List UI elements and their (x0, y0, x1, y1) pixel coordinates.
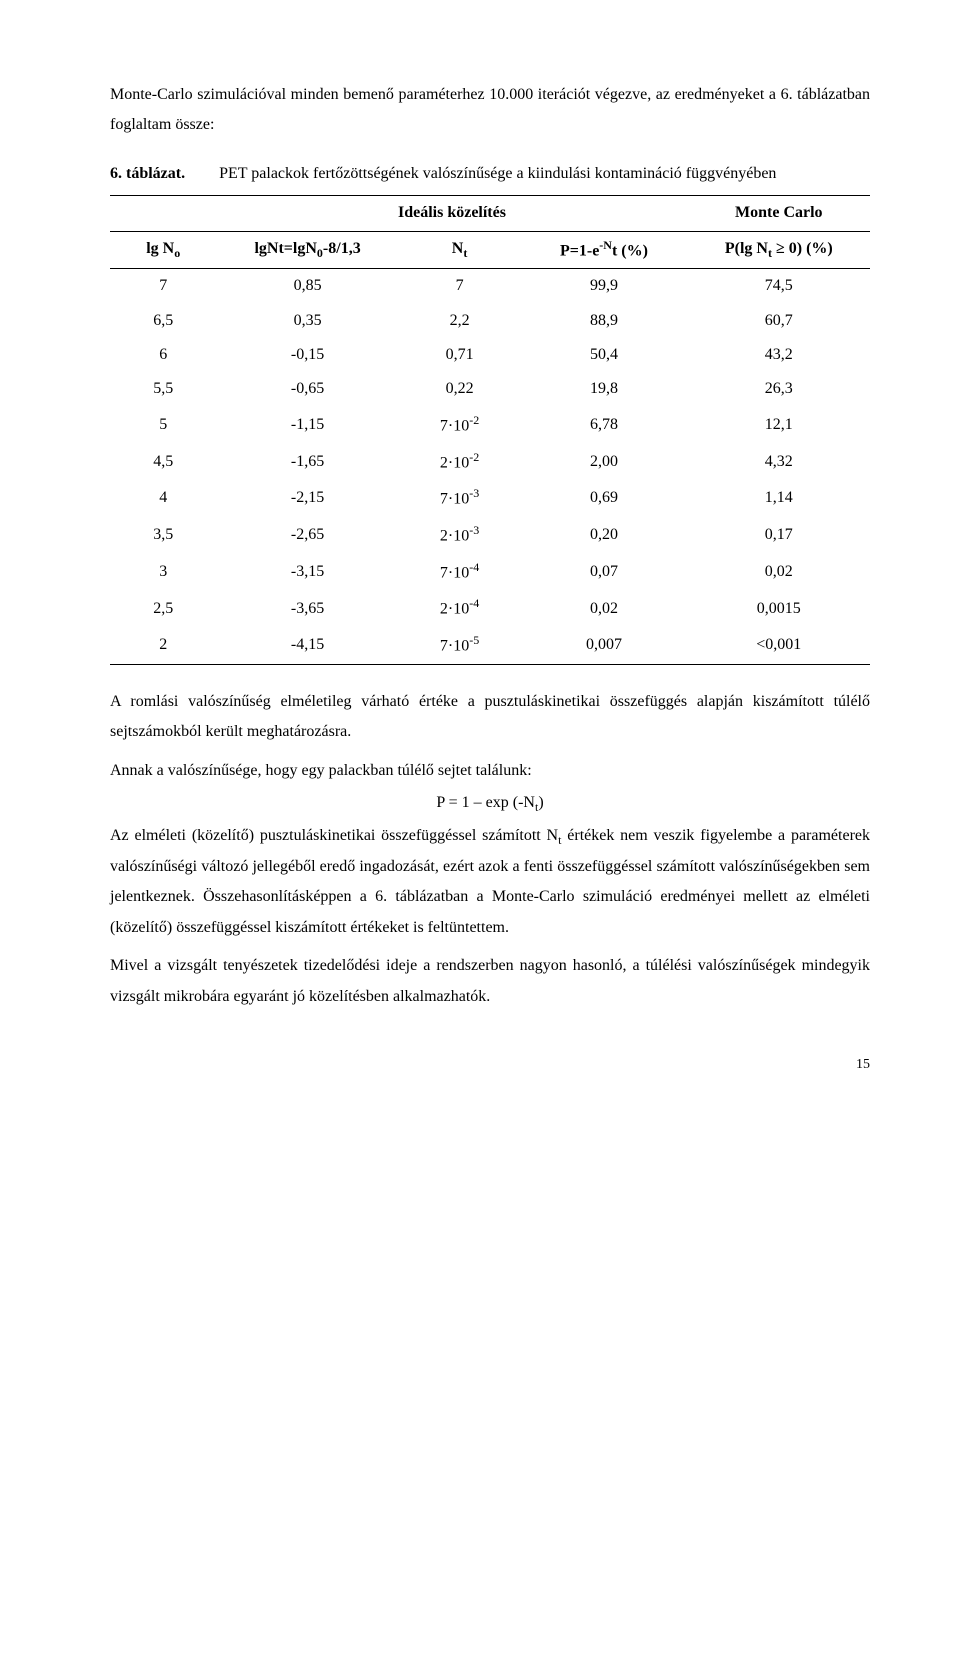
table-cell: 2 (110, 627, 216, 664)
table-cell: 99,9 (520, 269, 687, 304)
table-cell: -3,65 (216, 590, 398, 627)
table-row: 3-3,157·10-40,070,02 (110, 554, 870, 591)
table-row: 6,50,352,288,960,7 (110, 304, 870, 338)
table-cell: 0,02 (520, 590, 687, 627)
table-cell: 7·10-5 (399, 627, 521, 664)
table-row: 5-1,157·10-26,7812,1 (110, 407, 870, 444)
table-row: 4-2,157·10-30,691,14 (110, 480, 870, 517)
table-cell: 2,2 (399, 304, 521, 338)
table-cell: 6,5 (110, 304, 216, 338)
table-cell: 5,5 (110, 372, 216, 406)
header-mc: Monte Carlo (688, 196, 870, 231)
table-cell: 43,2 (688, 338, 870, 372)
table-cell: 7·10-3 (399, 480, 521, 517)
intro-paragraph: Monte-Carlo szimulációval minden bemenő … (110, 80, 870, 141)
table-cell: -0,65 (216, 372, 398, 406)
table-cell: -4,15 (216, 627, 398, 664)
table-cell: 4,32 (688, 444, 870, 481)
table-cell: -2,15 (216, 480, 398, 517)
table-cell: 2,5 (110, 590, 216, 627)
page-number: 15 (110, 1052, 870, 1079)
header-lgNt: lgNt=lgN0-8/1,3 (216, 231, 398, 269)
table-cell: -0,15 (216, 338, 398, 372)
table-cell: -1,65 (216, 444, 398, 481)
header-blank (110, 196, 216, 231)
table-cell: 7·10-2 (399, 407, 521, 444)
paragraph-3: Annak a valószínűsége, hogy egy palackba… (110, 756, 870, 786)
header-ideal: Ideális közelítés (216, 196, 687, 231)
table-cell: 0,0015 (688, 590, 870, 627)
paragraph-5: Mivel a vizsgált tenyészetek tizedelődés… (110, 951, 870, 1012)
table-cell: 2·10-3 (399, 517, 521, 554)
table-row: 3,5-2,652·10-30,200,17 (110, 517, 870, 554)
header-Plg: P(lg Nt ≥ 0) (%) (688, 231, 870, 269)
table-cell: 12,1 (688, 407, 870, 444)
paragraph-2: A romlási valószínűség elméletileg várha… (110, 687, 870, 748)
table-cell: <0,001 (688, 627, 870, 664)
table-cell: 5 (110, 407, 216, 444)
table-cell: 74,5 (688, 269, 870, 304)
table-cell: 0,85 (216, 269, 398, 304)
table-cell: 50,4 (520, 338, 687, 372)
table-cell: 6 (110, 338, 216, 372)
table-cell: 0,02 (688, 554, 870, 591)
equation: P = 1 – exp (-Nt) (110, 788, 870, 819)
table-cell: 7 (110, 269, 216, 304)
table-cell: 0,22 (399, 372, 521, 406)
table-cell: 2,00 (520, 444, 687, 481)
table-cell: 3 (110, 554, 216, 591)
table-cell: 4 (110, 480, 216, 517)
paragraph-4: Az elméleti (közelítő) pusztuláskinetika… (110, 821, 870, 943)
table-cell: 6,78 (520, 407, 687, 444)
table-cell: 0,007 (520, 627, 687, 664)
header-Nt: Nt (399, 231, 521, 269)
table-cell: 0,71 (399, 338, 521, 372)
table-cell: 26,3 (688, 372, 870, 406)
table-cell: 4,5 (110, 444, 216, 481)
header-lgNo: lg No (110, 231, 216, 269)
table-cell: 60,7 (688, 304, 870, 338)
table-cell: 0,69 (520, 480, 687, 517)
table-cell: 0,20 (520, 517, 687, 554)
caption-label: 6. táblázat. (110, 165, 185, 182)
data-table: Ideális közelítés Monte Carlo lg No lgNt… (110, 195, 870, 665)
table-cell: 19,8 (520, 372, 687, 406)
table-cell: 1,14 (688, 480, 870, 517)
table-row: 2,5-3,652·10-40,020,0015 (110, 590, 870, 627)
table-cell: -2,65 (216, 517, 398, 554)
caption-text: PET palackok fertőzöttségének valószínűs… (219, 165, 776, 182)
table-row: 6-0,150,7150,443,2 (110, 338, 870, 372)
table-caption: 6. táblázat. PET palackok fertőzöttségén… (110, 159, 870, 189)
table-cell: 2·10-4 (399, 590, 521, 627)
table-cell: -3,15 (216, 554, 398, 591)
table-cell: 3,5 (110, 517, 216, 554)
table-cell: 0,35 (216, 304, 398, 338)
table-cell: 7 (399, 269, 521, 304)
table-cell: 7·10-4 (399, 554, 521, 591)
table-row: 5,5-0,650,2219,826,3 (110, 372, 870, 406)
table-body: 70,85799,974,56,50,352,288,960,76-0,150,… (110, 269, 870, 665)
table-cell: 0,07 (520, 554, 687, 591)
table-cell: 88,9 (520, 304, 687, 338)
header-P1: P=1-e-Nt (%) (520, 231, 687, 269)
table-cell: 0,17 (688, 517, 870, 554)
table-row: 4,5-1,652·10-22,004,32 (110, 444, 870, 481)
table-cell: 2·10-2 (399, 444, 521, 481)
table-row: 70,85799,974,5 (110, 269, 870, 304)
table-cell: -1,15 (216, 407, 398, 444)
table-row: 2-4,157·10-50,007<0,001 (110, 627, 870, 664)
